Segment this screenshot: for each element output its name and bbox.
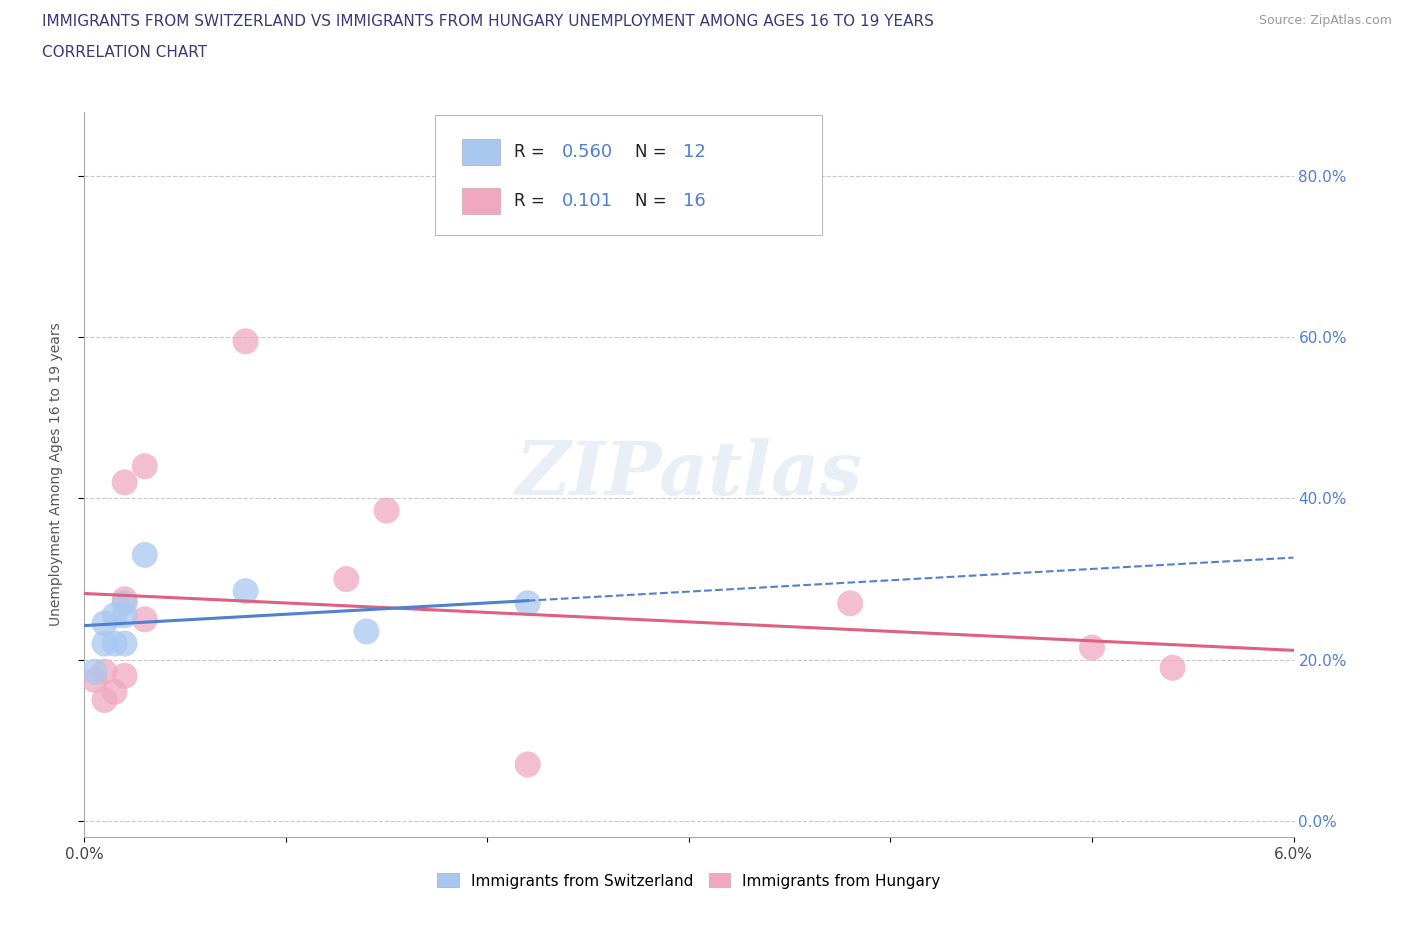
FancyBboxPatch shape xyxy=(434,115,823,235)
Text: ZIPatlas: ZIPatlas xyxy=(516,438,862,511)
Point xyxy=(839,596,862,611)
Point xyxy=(516,757,538,772)
FancyBboxPatch shape xyxy=(461,188,501,215)
Text: 12: 12 xyxy=(683,143,706,161)
Point xyxy=(114,608,136,623)
Point xyxy=(335,572,357,587)
Point xyxy=(134,458,156,473)
Point xyxy=(114,596,136,611)
Text: 0.101: 0.101 xyxy=(562,193,613,210)
Text: 0.560: 0.560 xyxy=(562,143,613,161)
Point xyxy=(93,664,115,679)
Point xyxy=(93,616,115,631)
Point xyxy=(1161,660,1184,675)
Point xyxy=(93,693,115,708)
Point xyxy=(114,591,136,606)
Point xyxy=(134,612,156,627)
Point xyxy=(375,503,398,518)
Text: CORRELATION CHART: CORRELATION CHART xyxy=(42,45,207,60)
Text: R =: R = xyxy=(513,193,555,210)
Point xyxy=(83,672,105,687)
Point xyxy=(1081,640,1104,655)
Y-axis label: Unemployment Among Ages 16 to 19 years: Unemployment Among Ages 16 to 19 years xyxy=(49,323,63,626)
Point xyxy=(356,624,378,639)
Point xyxy=(114,669,136,684)
Text: R =: R = xyxy=(513,143,550,161)
Point xyxy=(235,584,257,599)
Point xyxy=(235,334,257,349)
Point xyxy=(104,684,127,699)
Point xyxy=(516,596,538,611)
Text: IMMIGRANTS FROM SWITZERLAND VS IMMIGRANTS FROM HUNGARY UNEMPLOYMENT AMONG AGES 1: IMMIGRANTS FROM SWITZERLAND VS IMMIGRANT… xyxy=(42,14,934,29)
Text: Source: ZipAtlas.com: Source: ZipAtlas.com xyxy=(1258,14,1392,27)
FancyBboxPatch shape xyxy=(461,139,501,165)
Legend: Immigrants from Switzerland, Immigrants from Hungary: Immigrants from Switzerland, Immigrants … xyxy=(432,868,946,895)
Point xyxy=(114,636,136,651)
Point xyxy=(83,664,105,679)
Text: N =: N = xyxy=(634,143,672,161)
Point xyxy=(134,548,156,563)
Point xyxy=(93,636,115,651)
Text: N =: N = xyxy=(634,193,672,210)
Text: 16: 16 xyxy=(683,193,706,210)
Point xyxy=(104,608,127,623)
Point xyxy=(104,636,127,651)
Point xyxy=(114,475,136,490)
